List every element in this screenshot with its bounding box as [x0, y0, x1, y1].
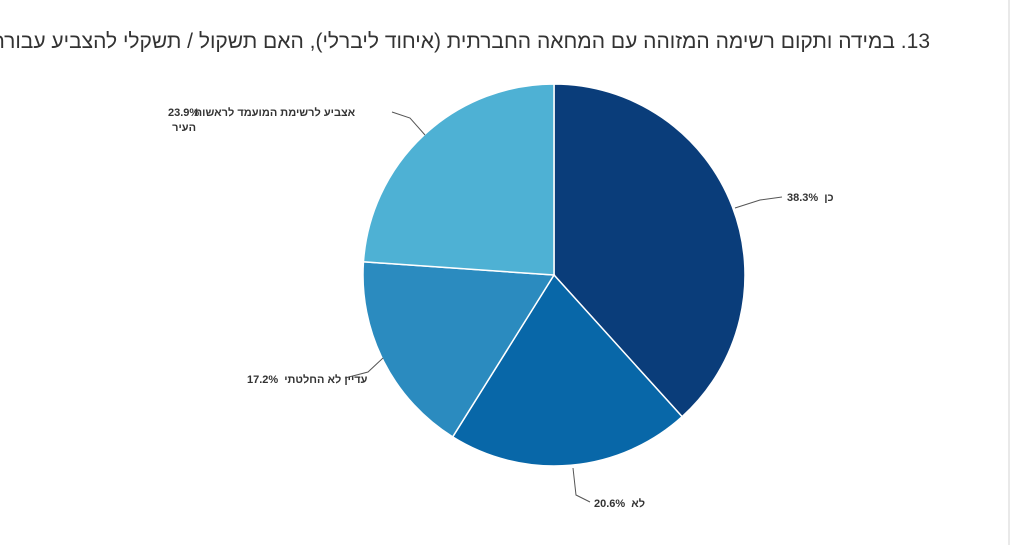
data-label-value: 23.9% [168, 107, 199, 119]
pie-slice-2 [451, 273, 684, 467]
data-label-category: עדיין לא החלטתי [284, 373, 367, 386]
data-label-category: אצביע לרשימת המועמד לראשות [194, 106, 355, 119]
frame-divider [1008, 0, 1010, 545]
leader-line-1 [734, 196, 783, 209]
data-label-value: 17.2% [247, 374, 278, 386]
data-label-value: 20.6% [594, 498, 625, 510]
data-label-3: 17.2% עדיין לא החלטתי [247, 373, 368, 386]
data-label-category: לא [631, 497, 645, 510]
leader-line-2 [572, 467, 591, 503]
data-label-2: 20.6% לא [594, 497, 645, 510]
data-label-value: 38.3% [787, 192, 818, 204]
chart-title: 13. במידה ותקום רשימה המזוהה עם המחאה הח… [0, 30, 930, 53]
data-label-category-line2: העיר [172, 122, 196, 134]
data-label-1: 38.3% כן [787, 192, 834, 204]
leader-line-3 [344, 357, 384, 379]
pie-slice-4 [362, 83, 555, 276]
leader-line-4 [391, 111, 426, 136]
pie-slice-3 [362, 261, 556, 438]
pie-slice-1 [553, 83, 746, 418]
data-label-4: 23.9%אצביע לרשימת המועמד לראשות העיר [168, 106, 356, 134]
data-label-category: כן [824, 192, 833, 204]
